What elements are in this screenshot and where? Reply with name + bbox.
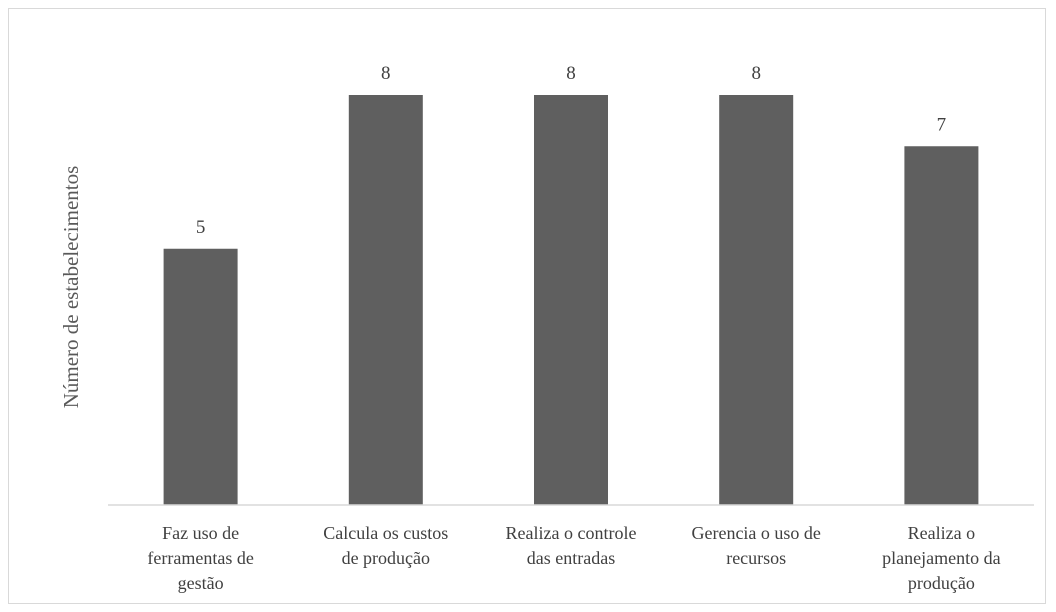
category-label-line: planejamento da	[882, 548, 1000, 568]
category-label-1: Faz uso de ferramentas de gestão	[147, 523, 253, 593]
category-label-line: das entradas	[527, 548, 615, 568]
y-axis-label: Número de estabelecimentos	[59, 166, 83, 409]
category-label-line: Calcula os custos	[323, 523, 448, 543]
bars-group	[163, 95, 979, 505]
value-label-1: 5	[196, 217, 206, 238]
bar-chart: Número de estabelecimentos 5 8 8 8 7 Faz uso…	[59, 63, 1034, 593]
bar-5	[904, 146, 979, 505]
category-label-line: gestão	[178, 573, 224, 593]
category-label-line: Realiza o	[908, 523, 975, 543]
category-label-line: ferramentas de	[147, 548, 253, 568]
category-label-line: Realiza o controle	[506, 523, 637, 543]
category-label-2: Calcula os custos de produção	[323, 523, 448, 568]
value-labels-group: 5 8 8 8 7	[196, 63, 946, 238]
chart-frame: Número de estabelecimentos 5 8 8 8 7 Faz uso…	[8, 8, 1046, 604]
category-label-line: Gerencia o uso de	[691, 523, 820, 543]
value-label-4: 8	[751, 63, 761, 84]
bar-2	[348, 95, 423, 505]
bar-4	[719, 95, 794, 505]
category-labels-group: Faz uso de ferramentas de gestão Calcula os…	[147, 523, 1000, 593]
category-label-line: de produção	[342, 548, 430, 568]
bar-3	[534, 95, 608, 505]
category-label-line: Faz uso de	[162, 523, 239, 543]
category-label-5: Realiza o planejamento da produção	[882, 523, 1000, 593]
value-label-2: 8	[381, 63, 391, 84]
value-label-3: 8	[566, 63, 576, 84]
category-label-line: recursos	[726, 548, 786, 568]
category-label-4: Gerencia o uso de recursos	[691, 523, 820, 568]
bar-1	[163, 248, 238, 505]
category-label-3: Realiza o controle das entradas	[506, 523, 637, 568]
category-label-line: produção	[908, 573, 975, 593]
value-label-5: 7	[937, 114, 947, 135]
